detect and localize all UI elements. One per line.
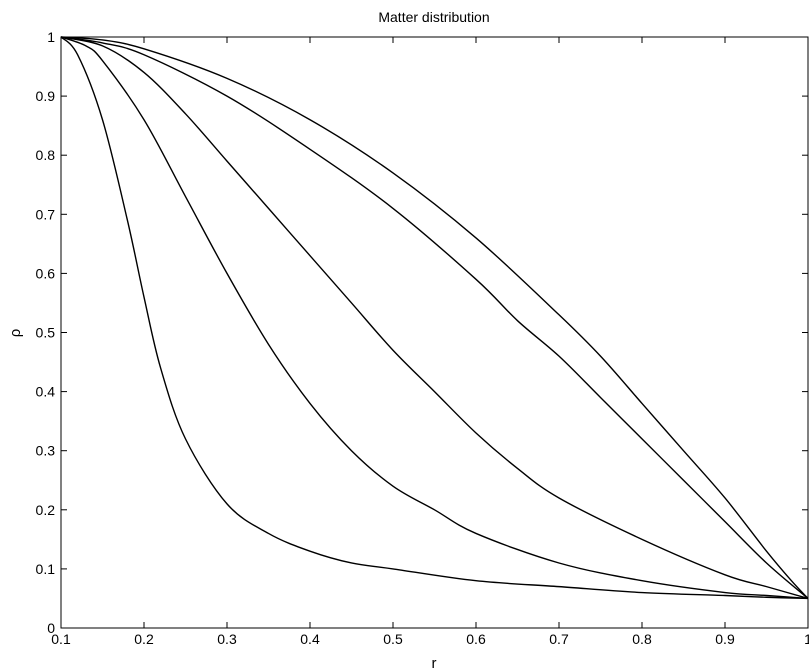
x-tick-label: 0.6 bbox=[466, 631, 486, 647]
x-tick-label: 0.8 bbox=[632, 631, 652, 647]
series-line-4 bbox=[60, 36, 809, 599]
series-line-1 bbox=[60, 36, 809, 600]
x-tick-label: 0.1 bbox=[51, 631, 71, 647]
plot-frame bbox=[60, 36, 809, 629]
y-tick-label: 0.8 bbox=[36, 147, 56, 163]
x-tick-label: 0.5 bbox=[383, 631, 403, 647]
y-tick-label: 0.4 bbox=[36, 384, 56, 400]
y-tick-label: 0.9 bbox=[36, 88, 56, 104]
x-tick-label: 0.2 bbox=[134, 631, 154, 647]
y-tick-label: 1 bbox=[47, 29, 55, 45]
y-axis-label: ρ bbox=[7, 329, 24, 338]
plot-area: 0.1 0.2 0.3 0.4 0.5 0.6 0.7 0.8 0.9 100.10.20.30.… bbox=[36, 29, 809, 647]
y-tick-label: 0.3 bbox=[36, 443, 56, 459]
x-axis-label: r bbox=[432, 655, 437, 672]
y-tick-label: 0.7 bbox=[36, 206, 56, 222]
x-tick-label: 0.3 bbox=[217, 631, 237, 647]
x-tick-label: 0.4 bbox=[300, 631, 320, 647]
series-line-5 bbox=[60, 36, 809, 599]
x-tick-label: 0.9 bbox=[715, 631, 735, 647]
x-tick-label: 0.7 bbox=[549, 631, 569, 647]
y-tick-label: 0 bbox=[47, 620, 55, 636]
chart-title: Matter distribution bbox=[378, 9, 489, 25]
x-tick-label: 1 bbox=[804, 631, 809, 647]
y-tick-label: 0.6 bbox=[36, 265, 56, 281]
y-tick-label: 0.2 bbox=[36, 502, 56, 518]
series-line-2 bbox=[60, 36, 809, 600]
y-tick-label: 0.1 bbox=[36, 561, 56, 577]
series-line-3 bbox=[60, 36, 809, 600]
y-tick-label: 0.5 bbox=[36, 325, 56, 341]
